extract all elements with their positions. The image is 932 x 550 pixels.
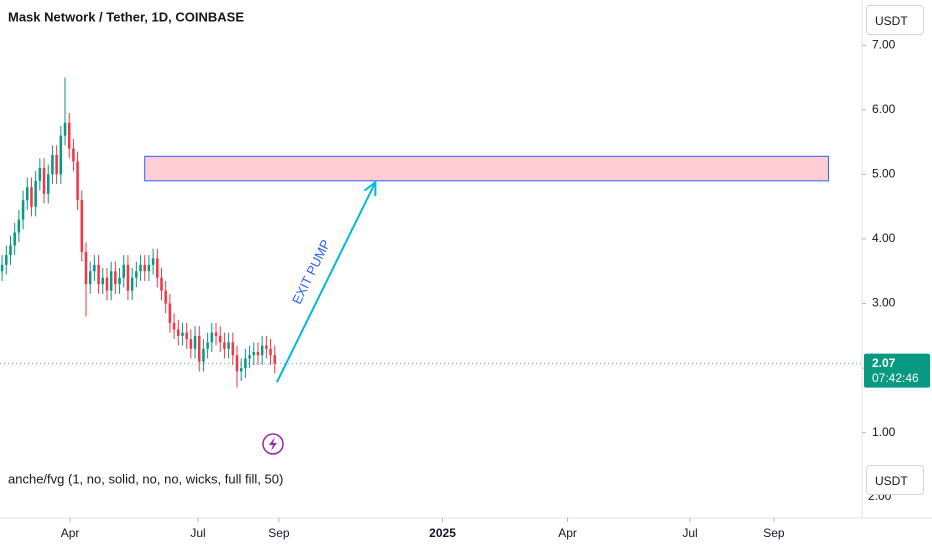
candle-body (38, 167, 42, 181)
last-price-label: 2.07 (872, 356, 896, 370)
candle-body (172, 322, 176, 330)
candle-body (231, 342, 235, 356)
candle-body (260, 345, 264, 356)
y-tick-label: 7.00 (872, 37, 896, 51)
candle-body (147, 264, 151, 272)
candle-body (67, 122, 71, 149)
last-price-box (864, 353, 930, 388)
candle-body (168, 303, 172, 323)
candle-body (46, 174, 50, 194)
x-tick-label: Apr (558, 526, 577, 540)
price-zone (144, 155, 829, 182)
candle-body (84, 251, 88, 285)
candle-body (13, 232, 16, 246)
candle-body (42, 167, 46, 194)
candle-body (34, 180, 37, 207)
candle-body (93, 264, 96, 272)
y-tick-label: 6.00 (872, 102, 896, 116)
candle-body (210, 332, 214, 343)
candle-body (252, 352, 256, 356)
candle-body (143, 264, 146, 272)
candle-body (206, 342, 209, 349)
candle-body (256, 352, 260, 356)
candle-body (0, 264, 4, 272)
chart-title: Mask Network / Tether, 1D, COINBASE (8, 9, 244, 24)
candle-body (55, 155, 58, 175)
x-tick-label: Apr (61, 526, 80, 540)
countdown-label: 07:42:46 (872, 371, 919, 385)
candle-body (139, 264, 142, 272)
currency-button[interactable]: USDT (866, 465, 924, 495)
x-tick-label: Jul (190, 526, 205, 540)
candle-body (105, 277, 109, 291)
candle-body (181, 332, 184, 336)
candle-body (156, 258, 159, 278)
x-tick-label: 2025 (429, 526, 456, 540)
candle-body (76, 161, 79, 201)
candle-body (109, 271, 113, 291)
candle-body (80, 200, 84, 252)
candle-body (126, 264, 130, 291)
candle-body (273, 355, 277, 364)
x-tick-label: Jul (682, 526, 697, 540)
candle-body (189, 339, 193, 349)
candle-body (5, 255, 8, 265)
candle-body (239, 368, 243, 372)
candle-body (214, 332, 218, 336)
candle-body (26, 187, 29, 201)
candle-body (21, 200, 25, 220)
candle-body (51, 155, 54, 175)
candle-body (118, 277, 121, 285)
candle-body (151, 258, 155, 265)
candle-body (88, 271, 92, 285)
candle-body (223, 342, 226, 349)
candle-body (97, 264, 100, 285)
candle-body (160, 277, 163, 291)
candle-body (202, 348, 205, 362)
candle-body (101, 277, 105, 285)
x-tick-label: Sep (268, 526, 290, 540)
y-tick-label: 3.00 (872, 296, 896, 310)
candle-body (164, 290, 167, 304)
candle-body (130, 277, 134, 291)
y-tick-label: 1.00 (872, 425, 896, 439)
candle-body (114, 271, 117, 285)
candle-body (17, 219, 21, 233)
x-tick-label: Sep (763, 526, 785, 540)
candle-body (185, 332, 188, 340)
candle-body (30, 187, 33, 207)
candle-body (59, 135, 63, 175)
arrow-line (275, 181, 377, 383)
candle-body (9, 245, 12, 256)
candle-body (72, 148, 75, 162)
candle-body (135, 271, 138, 278)
candle-body (122, 264, 126, 278)
alert-icon[interactable] (262, 433, 284, 455)
candle-body (177, 329, 180, 336)
arrow-head (363, 180, 377, 197)
candle-body (227, 342, 230, 349)
y-tick-label: 4.00 (872, 231, 896, 245)
candle-body (193, 335, 197, 349)
currency-button[interactable]: USDT (866, 5, 924, 35)
candle-body (197, 335, 201, 362)
candle-body (218, 335, 222, 343)
indicator-label: anche/fvg (1, no, solid, no, no, wicks, … (8, 471, 283, 486)
candle-body (244, 358, 247, 369)
candle-body (265, 345, 268, 349)
y-tick-label: 5.00 (872, 167, 896, 181)
candle-body (248, 355, 251, 359)
candle-body (269, 348, 272, 356)
annotation-text: EXIT PUMP (289, 237, 333, 306)
candle-body (63, 122, 67, 136)
